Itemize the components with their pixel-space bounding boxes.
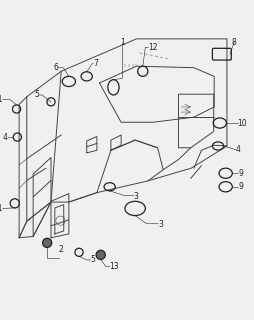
Text: 2: 2: [58, 245, 63, 254]
Text: 5: 5: [90, 255, 95, 264]
Text: 13: 13: [109, 262, 119, 271]
Text: 1: 1: [120, 38, 124, 47]
Text: 4: 4: [235, 145, 240, 154]
Text: 7: 7: [93, 59, 98, 68]
Text: 9: 9: [237, 182, 242, 191]
Text: 3: 3: [157, 220, 162, 229]
Text: 5: 5: [35, 91, 39, 100]
Text: 4: 4: [3, 132, 8, 141]
Text: 11: 11: [0, 204, 3, 213]
Circle shape: [42, 238, 52, 247]
Text: 11: 11: [0, 95, 3, 104]
Text: 8: 8: [231, 38, 235, 47]
Text: 3: 3: [133, 192, 138, 201]
Text: 12: 12: [148, 43, 157, 52]
Text: 10: 10: [237, 118, 246, 128]
Text: 6: 6: [53, 63, 58, 72]
Text: 9: 9: [237, 169, 242, 178]
Circle shape: [96, 250, 105, 260]
